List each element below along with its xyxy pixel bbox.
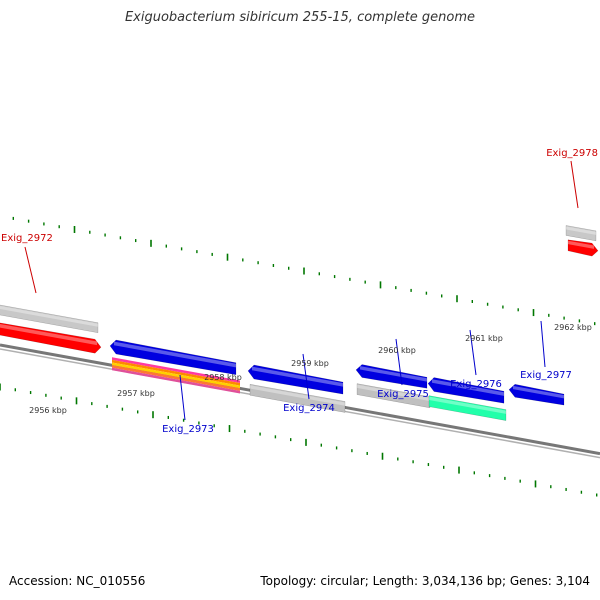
reverse-other-feature-shine (357, 384, 430, 402)
forward-other-feature-shine (566, 226, 596, 235)
scale-label: 2956 kbp (29, 406, 67, 415)
reverse-gene-exig-2974 (247, 364, 344, 395)
scale-label: 2961 kbp (465, 334, 503, 343)
reverse-gene-exig-2976 (427, 377, 505, 404)
reverse-other-feature (356, 383, 431, 409)
label-leaders (24, 160, 579, 421)
label-texts: Exig_2972 Exig_2978 Exig_2973 Exig_2974 Exig… (1, 148, 598, 435)
scale-label: 2959 kbp (291, 359, 329, 368)
reverse-gene-exig-2975-shine (360, 366, 427, 382)
forward-other-feature-shine (0, 306, 98, 327)
leader-exig-2975 (395, 338, 403, 386)
outer-ticks (12, 216, 596, 326)
forward-gene-exig-2972 (0, 322, 102, 354)
reverse-gene-exig-2976-shine (432, 379, 504, 396)
gene-label-exig-2975: Exig_2975 (377, 389, 429, 400)
feature-track (0, 225, 599, 421)
reverse-special-feature (428, 395, 507, 421)
reverse-gene-exig-2975 (355, 364, 428, 389)
scale-label: 2958 kbp (204, 373, 242, 382)
reverse-gene-exig-2973 (109, 339, 237, 376)
rna-stripe (112, 362, 240, 389)
gene-label-exig-2978: Exig_2978 (546, 148, 598, 159)
gene-label-exig-2974: Exig_2974 (283, 403, 335, 414)
leader-exig-2977 (540, 320, 546, 368)
rna-stripe (112, 359, 240, 386)
reverse-special-feature-shine (429, 396, 506, 414)
forward-other-feature (0, 304, 99, 334)
forward-gene-exig-2972-shine (0, 324, 97, 346)
gene-label-exig-2972: Exig_2972 (1, 233, 53, 244)
reverse-gene-exig-2973-shine (114, 341, 236, 368)
map-title: Exiguobacterium sibiricum 255-15, comple… (124, 10, 476, 25)
reverse-other-feature (249, 383, 346, 413)
accession-label: Accession: NC_010556 (9, 574, 146, 588)
forward-other-feature (565, 225, 597, 242)
forward-gene-exig-2978 (567, 239, 599, 257)
scale-label: 2962 kbp (554, 323, 592, 332)
leader-exig-2972 (24, 246, 37, 294)
reverse-other-feature-shine (250, 385, 345, 406)
leader-exig-2976 (469, 329, 477, 376)
scale-label: 2960 kbp (378, 346, 416, 355)
gene-label-exig-2973: Exig_2973 (162, 424, 214, 435)
gene-label-exig-2977: Exig_2977 (520, 370, 572, 381)
leader-exig-2978 (570, 160, 579, 209)
reverse-gene-exig-2977-shine (513, 385, 564, 399)
forward-gene-exig-2978-shine (568, 240, 594, 249)
rna-stripe (112, 357, 240, 384)
reverse-gene-exig-2977 (508, 383, 565, 406)
rna-stripe (112, 367, 240, 394)
gene-label-exig-2976: Exig_2976 (450, 379, 502, 390)
inner-ticks (0, 383, 598, 497)
rna-stripe (112, 365, 240, 391)
leader-exig-2974 (302, 353, 310, 400)
leader-exig-2973 (179, 374, 186, 421)
scale-label: 2957 kbp (117, 389, 155, 398)
topology-label: Topology: circular; Length: 3,034,136 bp… (260, 574, 590, 588)
reverse-gene-exig-2974-shine (252, 366, 343, 387)
